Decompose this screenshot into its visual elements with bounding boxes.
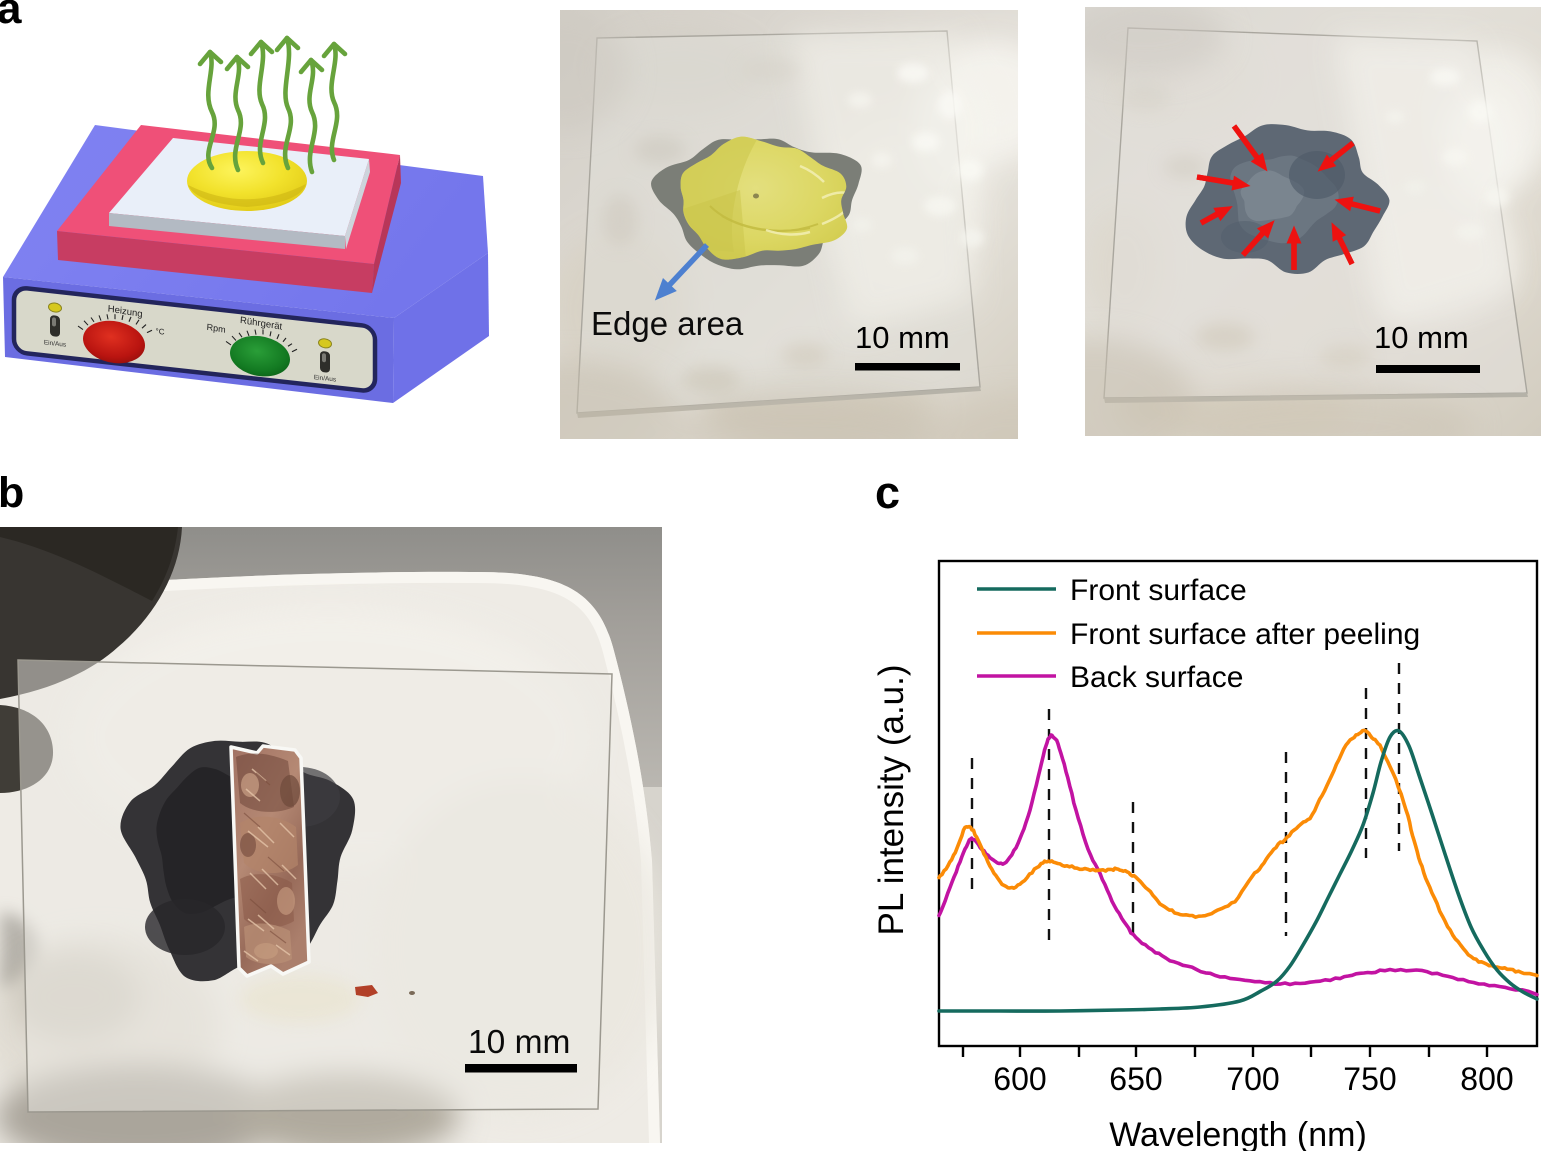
svg-text:Wavelength (nm): Wavelength (nm) [1109, 1116, 1367, 1151]
svg-text:Ein/Aus: Ein/Aus [314, 374, 337, 384]
svg-text:Front surface after peeling: Front surface after peeling [1070, 618, 1420, 651]
svg-text:750: 750 [1343, 1061, 1396, 1097]
svg-text:10 mm: 10 mm [1374, 320, 1469, 355]
svg-text:Ein/Aus: Ein/Aus [44, 339, 67, 349]
svg-text:°C: °C [156, 327, 165, 337]
svg-text:650: 650 [1109, 1061, 1162, 1097]
svg-text:Rpm: Rpm [206, 322, 225, 335]
svg-text:600: 600 [993, 1061, 1046, 1097]
svg-text:Edge area: Edge area [591, 305, 744, 342]
svg-text:Front surface: Front surface [1070, 574, 1247, 607]
svg-text:10 mm: 10 mm [468, 1024, 570, 1061]
svg-text:PL intensity (a.u.): PL intensity (a.u.) [872, 664, 911, 935]
svg-text:Back surface: Back surface [1070, 661, 1243, 694]
svg-text:800: 800 [1460, 1061, 1513, 1097]
svg-text:10 mm: 10 mm [855, 320, 950, 355]
svg-text:700: 700 [1226, 1061, 1279, 1097]
